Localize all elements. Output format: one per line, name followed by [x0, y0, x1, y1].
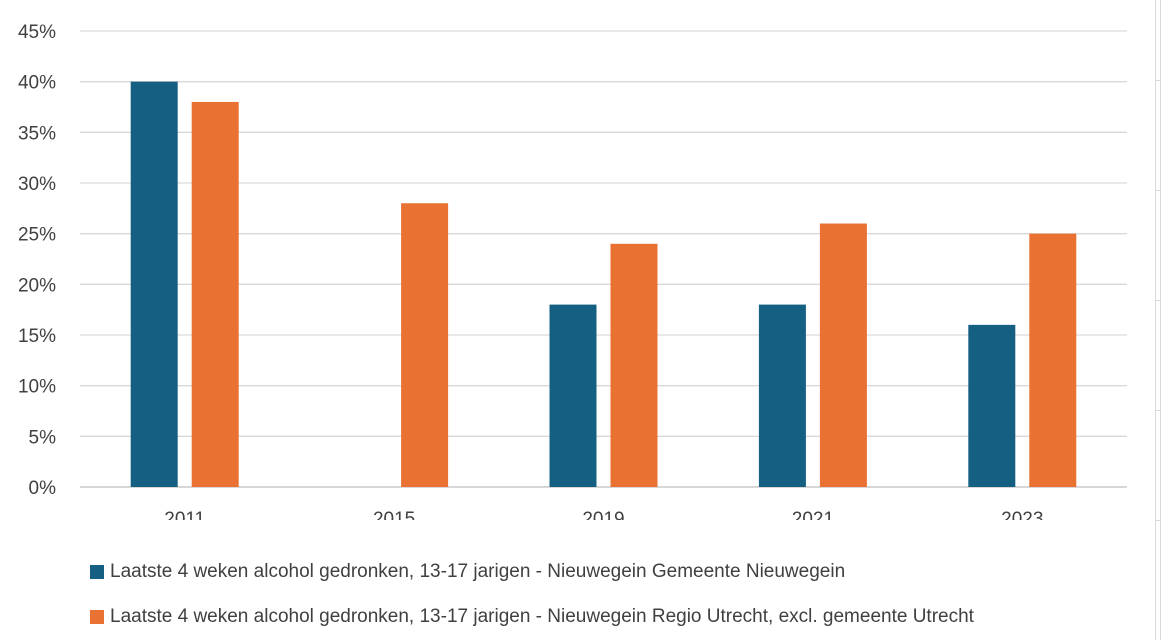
legend-swatch-regio-utrecht: [90, 610, 104, 624]
legend-label-nieuwegein: Laatste 4 weken alcohol gedronken, 13-17…: [110, 561, 846, 582]
y-tick-label: 30%: [18, 174, 56, 195]
bar-chart: 0%5%10%15%20%25%30%35%40%45% 2011 2015 201…: [18, 22, 1127, 520]
legend-item-nieuwegein: Laatste 4 weken alcohol gedronken, 13-17…: [90, 560, 974, 584]
x-axis-tick-labels: 2011 2015 2019 2021 2023: [164, 509, 1043, 520]
y-tick-label: 20%: [18, 275, 56, 296]
bar-regio-utrecht: [819, 223, 867, 488]
y-tick-label: 10%: [18, 377, 56, 398]
gridlines: [80, 30, 1127, 488]
x-tick-label: 2015: [373, 509, 415, 520]
legend: Laatste 4 weken alcohol gedronken, 13-17…: [90, 560, 974, 629]
bar-regio-utrecht: [401, 203, 449, 487]
x-tick-label: 2019: [582, 509, 624, 520]
legend-label-regio-utrecht: Laatste 4 weken alcohol gedronken, 13-17…: [110, 606, 974, 627]
bar-nieuwegein: [549, 304, 597, 487]
y-tick-label: 5%: [29, 427, 57, 448]
y-tick-label: 0%: [29, 478, 57, 499]
x-tick-label: 2023: [1001, 509, 1043, 520]
y-tick-label: 45%: [18, 22, 56, 43]
chart-frame-border: [1155, 0, 1156, 640]
y-tick-label: 15%: [18, 326, 56, 347]
legend-swatch-nieuwegein: [90, 565, 104, 579]
frame-tick: [1155, 300, 1160, 301]
legend-item-regio-utrecht: Laatste 4 weken alcohol gedronken, 13-17…: [90, 605, 974, 629]
bar-regio-utrecht: [191, 101, 239, 487]
y-tick-label: 25%: [18, 225, 56, 246]
bar-nieuwegein: [968, 324, 1016, 487]
bar-nieuwegein: [130, 81, 178, 488]
frame-tick: [1155, 190, 1160, 191]
bar-nieuwegein: [758, 304, 806, 487]
bar-regio-utrecht: [610, 243, 658, 487]
bars: [130, 81, 1077, 488]
y-tick-label: 40%: [18, 73, 56, 94]
frame-tick: [1155, 520, 1160, 521]
bar-regio-utrecht: [1029, 233, 1077, 487]
x-tick-label: 2021: [792, 509, 834, 520]
frame-tick: [1155, 80, 1160, 81]
chart-frame-border-right: [1160, 0, 1161, 640]
frame-tick: [1155, 410, 1160, 411]
y-axis-tick-labels: 0% 5% 10% 15% 20% 25% 30% 35% 40% 45%: [18, 22, 56, 499]
x-tick-label: 2011: [164, 509, 205, 520]
y-tick-label: 35%: [18, 123, 56, 144]
